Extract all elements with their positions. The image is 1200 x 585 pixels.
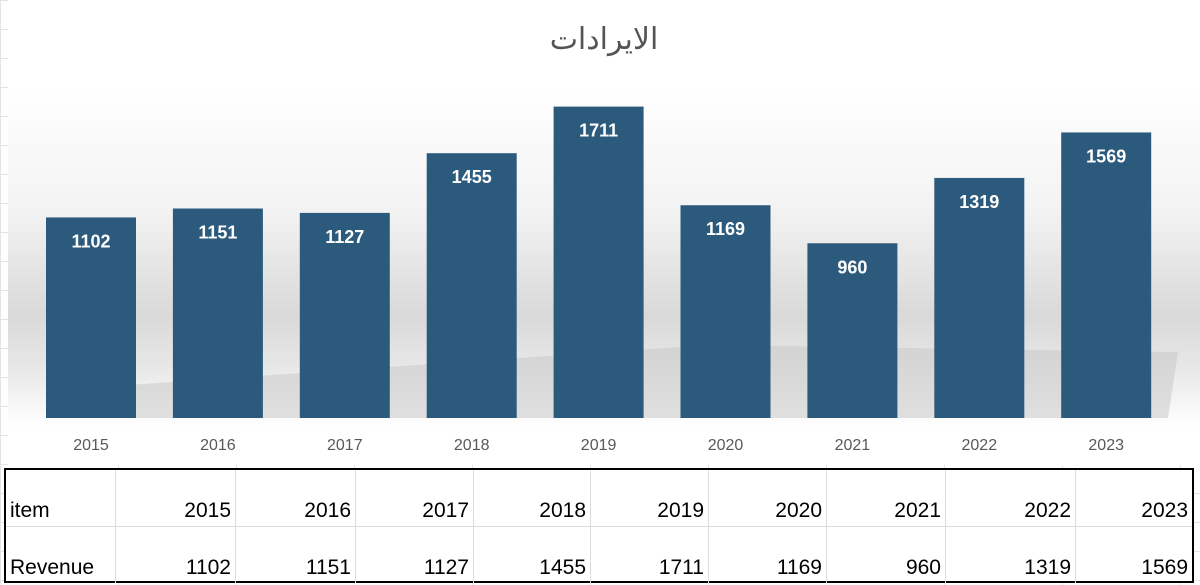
x-tick-2020: 2020 [708,437,744,454]
x-tick-2022: 2022 [962,437,998,454]
table-year-cell-2017: 2017 [356,470,474,526]
table-year-cell-2018: 2018 [474,470,591,526]
bar-2018[interactable] [426,153,517,418]
bar-shadow [128,345,1178,418]
table-revenue-cell-2018: 1455 [474,527,591,583]
bar-chart: 1102 2015 1151 2016 1127 2017 1455 2018 1711 2019… [46,106,1178,454]
bar-2016[interactable] [172,208,263,418]
bar-2017[interactable] [299,212,390,418]
chart-title: الايرادات [549,22,659,57]
table-revenue-cell-2017: 1127 [356,527,474,583]
data-label-2021: 960 [837,257,867,277]
table-year-cell-2019: 2019 [591,470,709,526]
table-year-cell-2023: 2023 [1141,499,1188,522]
x-tick-2019: 2019 [581,437,617,454]
data-label-2020: 1169 [706,219,745,239]
table-year-cell-2016: 2016 [236,470,356,526]
table-header-label: item [6,470,116,526]
bar-2020[interactable] [680,205,771,418]
table-year-cell-2020: 2020 [709,470,827,526]
x-tick-2021: 2021 [835,437,871,454]
table-revenue-row: Revenue 1102 1151 1127 1455 1711 1169 960 1319 15… [6,526,1192,583]
data-label-2023: 1569 [1086,146,1126,166]
x-tick-2016: 2016 [200,437,236,454]
data-label-2018: 1455 [452,167,492,187]
table-revenue-cell-2019: 1711 [591,527,709,583]
bar-2023[interactable] [1061,132,1152,418]
bar-2019[interactable] [553,106,644,419]
bar-2022[interactable] [934,177,1025,418]
table-year-cell-2022: 2022 [946,470,1076,526]
table-row-label: Revenue [6,527,116,583]
table-revenue-cell-2023: 1569 [1141,556,1188,579]
bar-2015[interactable] [46,217,136,418]
table-header-row: item 2015 2016 2017 2018 2019 2020 2021 2022 2023 [6,470,1192,526]
data-label-2022: 1319 [959,192,999,212]
table-revenue-cell-2022: 1319 [946,527,1076,583]
x-tick-2015: 2015 [73,437,109,454]
data-label-2016: 1151 [198,223,237,243]
chart-area[interactable]: الايرادات 1102 2015 1151 2016 1127 2017 1455 20… [8,0,1200,465]
table-revenue-cell-2020: 1169 [709,527,827,583]
revenue-data-table: item 2015 2016 2017 2018 2019 2020 2021 2022 2023… [4,468,1194,583]
table-year-cell-2015: 2015 [116,470,236,526]
table-year-cell-2021: 2021 [827,470,946,526]
x-tick-2018: 2018 [454,437,490,454]
data-label-2019: 1711 [579,121,618,141]
x-tick-2023: 2023 [1088,437,1124,454]
bar-2021[interactable] [807,243,898,418]
data-label-2017: 1127 [325,227,364,247]
data-label-2015: 1102 [71,231,110,251]
table-revenue-cell-2021: 960 [827,527,946,583]
table-revenue-cell-2015: 1102 [116,527,236,583]
x-tick-2017: 2017 [327,437,363,454]
table-revenue-cell-2016: 1151 [236,527,356,583]
